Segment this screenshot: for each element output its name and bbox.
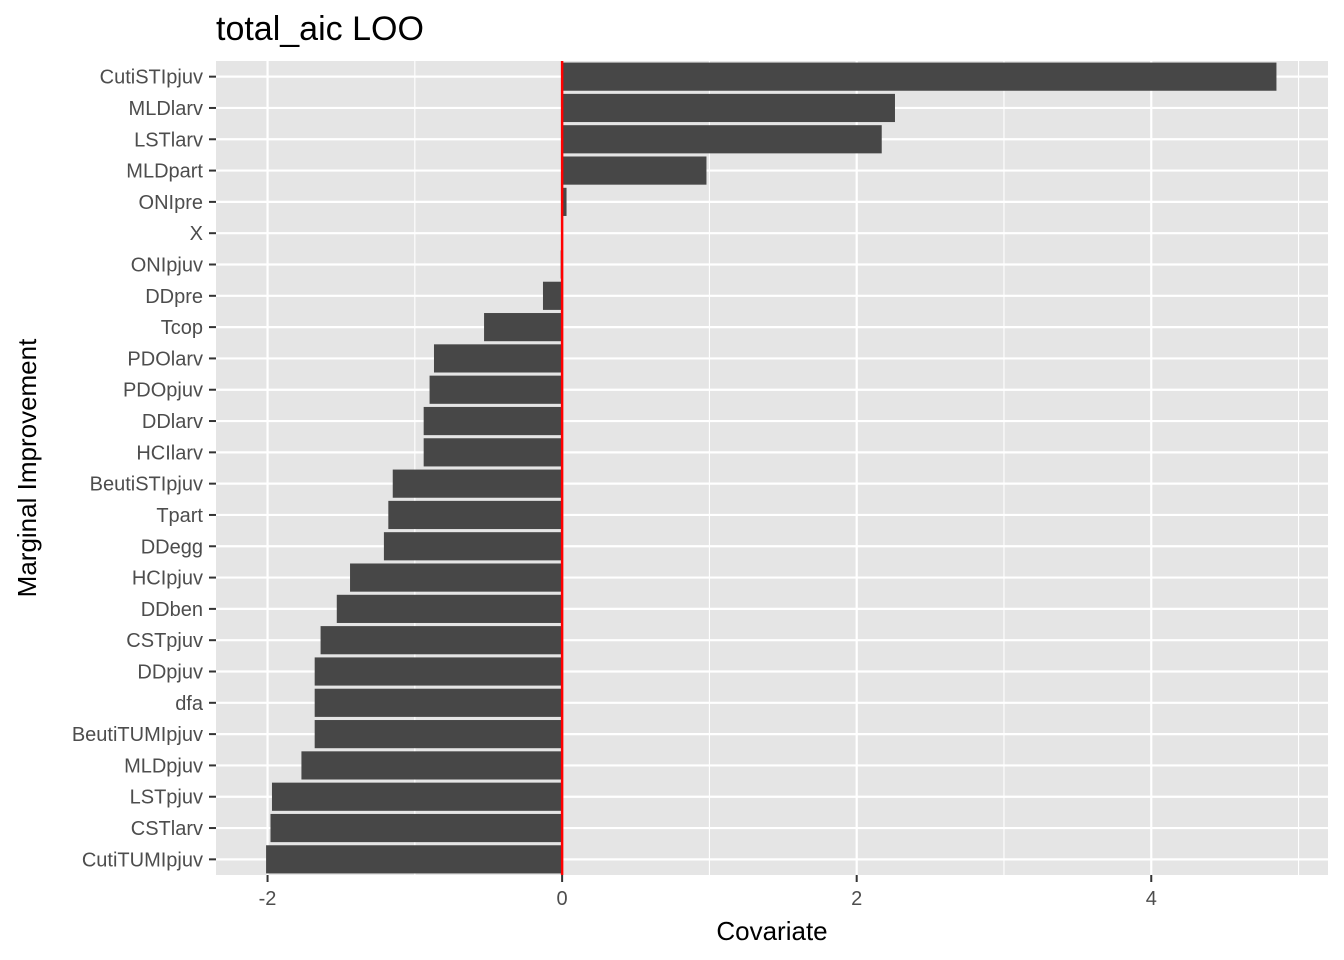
bar-CSTlarv: [270, 813, 563, 843]
bar-HCIlarv: [423, 438, 563, 467]
y-tick-label: MLDpjuv: [124, 755, 203, 777]
y-tick-label: DDlarv: [142, 411, 203, 433]
y-tick-label: dfa: [175, 693, 204, 715]
y-tick-label: DDpjuv: [137, 662, 203, 684]
x-tick-label: 4: [1146, 888, 1157, 910]
x-tick-label: -2: [259, 888, 277, 910]
bar-DDpre: [542, 281, 563, 310]
y-tick-label: CutiSTIpjuv: [100, 67, 203, 89]
x-tick-label: 2: [851, 888, 862, 910]
bar-PDOlarv: [433, 344, 563, 373]
y-tick-label: DDegg: [141, 536, 203, 558]
bar-ONIpre: [562, 187, 567, 216]
y-axis-title: Marginal Improvement: [12, 338, 42, 597]
y-tick-label: CSTlarv: [131, 818, 203, 840]
bar-DDegg: [383, 532, 563, 561]
bar-BeutiTUMIpjuv: [314, 720, 563, 749]
y-tick-label: X: [190, 223, 203, 245]
y-axis-ticks: CutiSTIpjuv MLDlarv LSTlarv MLDpart ONIpre XO…: [72, 67, 216, 871]
y-tick-label: BeutiSTIpjuv: [90, 474, 203, 496]
x-axis-ticks: -2 0 2 4: [259, 875, 1157, 910]
bar-DDpjuv: [314, 657, 563, 686]
bar-LSTpjuv: [271, 782, 563, 811]
y-tick-label: CutiTUMIpjuv: [82, 849, 203, 871]
bars: [266, 62, 1277, 874]
x-tick-label: 0: [557, 888, 568, 910]
y-tick-label: MLDlarv: [129, 98, 203, 120]
bar-DDlarv: [423, 406, 563, 436]
y-tick-label: PDOlarv: [127, 348, 203, 370]
bar-PDOpjuv: [429, 375, 563, 404]
bar-CutiTUMIpjuv: [266, 845, 563, 874]
bar-dfa: [314, 688, 563, 717]
bar-Tpart: [388, 500, 563, 530]
bar-MLDpjuv: [301, 751, 563, 780]
y-tick-label: DDpre: [145, 286, 203, 308]
bar-CutiSTIpjuv: [562, 62, 1277, 91]
y-tick-label: HCIpjuv: [132, 568, 203, 590]
x-axis-title: Covariate: [716, 916, 827, 946]
y-tick-label: Tcop: [161, 317, 203, 339]
bar-MLDpart: [562, 156, 707, 185]
y-tick-label: PDOpjuv: [123, 380, 203, 402]
bar-LSTlarv: [562, 125, 882, 154]
bar-BeutiSTIpjuv: [392, 469, 563, 498]
y-tick-label: ONIpre: [139, 192, 203, 214]
bar-MLDlarv: [562, 93, 895, 123]
y-tick-label: Tpart: [156, 505, 203, 527]
bar-DDben: [336, 594, 563, 623]
y-tick-label: DDben: [141, 599, 203, 621]
chart-title: total_aic LOO: [216, 10, 424, 48]
y-tick-label: BeutiTUMIpjuv: [72, 724, 203, 746]
bar-HCIpjuv: [350, 563, 563, 592]
y-tick-label: LSTpjuv: [130, 787, 203, 809]
bar-CSTpjuv: [320, 626, 563, 655]
y-tick-label: HCIlarv: [136, 442, 203, 464]
y-tick-label: ONIpjuv: [131, 255, 203, 277]
bar-Tcop: [484, 313, 563, 342]
y-tick-label: MLDpart: [126, 161, 203, 183]
y-tick-label: CSTpjuv: [126, 630, 203, 652]
y-tick-label: LSTlarv: [134, 129, 203, 151]
